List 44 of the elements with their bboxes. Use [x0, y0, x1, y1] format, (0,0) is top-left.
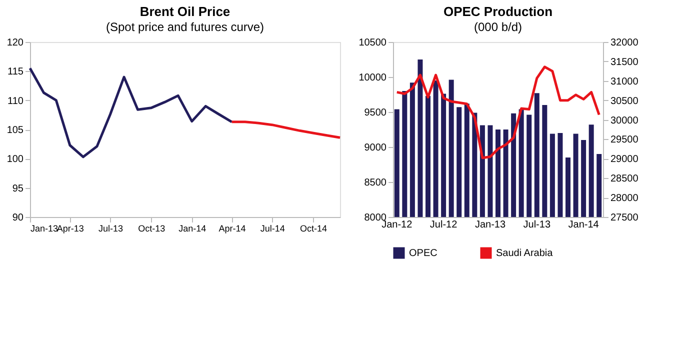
y-tick-label: 10500: [358, 38, 387, 48]
x-tick-label: Apr-13: [56, 224, 84, 234]
y2-tick-label: 30500: [610, 96, 639, 107]
y2-tick-label: 30000: [610, 115, 639, 126]
x-tick-label: Jan-12: [382, 220, 413, 230]
x-tick-label: Jul-13: [523, 220, 551, 230]
x-tick-label: Oct-13: [138, 224, 166, 234]
y2-tick-label: 28500: [610, 174, 639, 185]
y-tick-label: 9500: [364, 108, 387, 118]
y2-tick-label: 28000: [610, 193, 639, 204]
y2-tick-label: 27500: [610, 212, 639, 224]
x-tick-label: Jan-14: [568, 220, 600, 230]
y-tick-label: 9000: [364, 142, 387, 154]
line-series: [396, 66, 600, 160]
chart-subtitle: (000 b/d): [474, 20, 522, 34]
legend-label: Saudi Arabia: [496, 248, 554, 259]
y-tick-label: 105: [6, 125, 24, 136]
y-tick-label: 120: [6, 38, 24, 48]
y-tick-label: 90: [12, 212, 24, 224]
y-tick-label: 100: [6, 154, 24, 166]
x-tick-label: Jan-13: [474, 220, 506, 230]
x-tick-label: Jul-14: [260, 224, 285, 234]
x-tick-label: Jan-13: [30, 224, 58, 234]
y-tick-label: 115: [8, 66, 24, 78]
y-tick-label: 10000: [358, 72, 387, 84]
y2-tick-label: 31500: [610, 56, 639, 68]
x-tick-label: Oct-14: [300, 224, 327, 234]
line-series: [230, 120, 342, 139]
chart-title: OPEC Production: [443, 4, 553, 19]
y-tick-label: 95: [12, 183, 24, 194]
chart-subtitle: (Spot price and futures curve): [106, 20, 264, 34]
y2-tick-label: 31000: [610, 76, 639, 88]
x-tick-label: Jul-12: [430, 220, 458, 230]
y2-tick-label: 32000: [610, 38, 639, 48]
line-series: [28, 67, 234, 158]
x-tick-label: Jul-13: [98, 224, 124, 234]
x-tick-label: Jan-14: [178, 224, 206, 234]
y2-tick-label: 29500: [610, 134, 639, 146]
chart-title: Brent Oil Price: [140, 4, 230, 19]
y-tick-label: 8500: [364, 178, 387, 188]
y-tick-label: 110: [8, 96, 24, 107]
x-tick-label: Apr-14: [218, 224, 246, 234]
y2-tick-label: 29000: [610, 154, 639, 166]
legend-label: OPEC: [409, 248, 438, 259]
